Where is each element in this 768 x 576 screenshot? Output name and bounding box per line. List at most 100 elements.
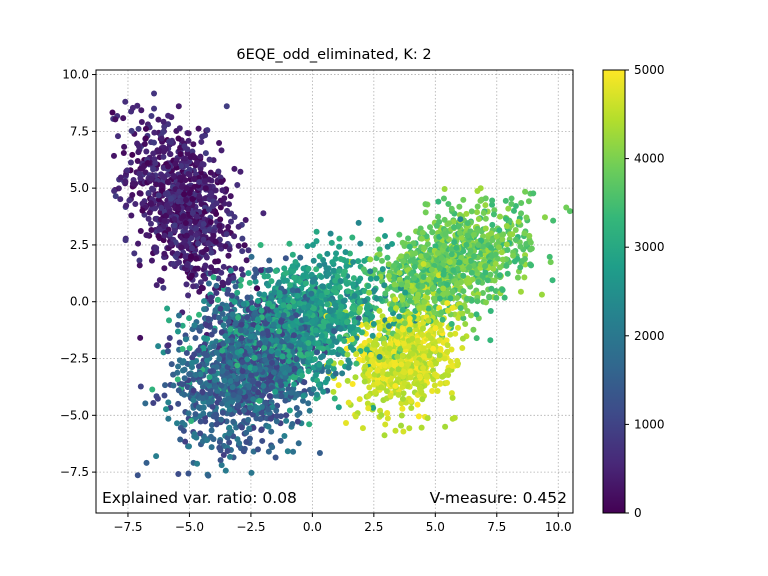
scatter-point: [384, 409, 391, 416]
scatter-point: [457, 216, 464, 223]
scatter-point: [282, 255, 289, 262]
scatter-point: [219, 279, 226, 286]
scatter-point: [302, 315, 309, 322]
scatter-point: [324, 289, 331, 296]
scatter-point: [215, 275, 222, 282]
scatter-point: [541, 214, 548, 221]
scatter-point: [195, 347, 202, 354]
scatter-point: [259, 330, 266, 337]
scatter-point: [171, 227, 178, 234]
scatter-point: [207, 390, 213, 397]
scatter-point: [154, 147, 161, 154]
scatter-point: [324, 376, 331, 383]
scatter-point: [311, 356, 318, 363]
scatter-point: [160, 153, 167, 160]
scatter-point: [149, 185, 156, 192]
scatter-point: [370, 341, 377, 348]
scatter-point: [238, 276, 245, 283]
scatter-point: [305, 265, 312, 272]
scatter-point: [512, 203, 519, 210]
scatter-point: [237, 327, 244, 334]
scatter-point: [205, 315, 212, 322]
scatter-point: [291, 365, 298, 372]
scatter-point: [165, 342, 172, 349]
scatter-point: [254, 297, 261, 304]
scatter-point: [459, 345, 466, 352]
scatter-point: [180, 358, 187, 365]
scatter-point: [269, 444, 276, 451]
scatter-point: [134, 158, 141, 164]
scatter-point: [177, 150, 184, 157]
scatter-point: [222, 467, 229, 474]
scatter-point: [232, 283, 239, 290]
scatter-point: [164, 305, 171, 312]
scatter-point: [299, 372, 306, 379]
scatter-point: [129, 104, 136, 111]
scatter-point: [111, 188, 118, 194]
scatter-point: [418, 389, 425, 396]
scatter-point: [213, 282, 220, 289]
scatter-point: [132, 200, 139, 207]
scatter-point: [208, 190, 215, 197]
scatter-point: [191, 322, 198, 329]
scatter-point: [166, 208, 173, 215]
scatter-point: [319, 352, 326, 359]
scatter-point: [436, 295, 443, 302]
scatter-point: [188, 272, 195, 279]
scatter-point: [187, 253, 194, 260]
scatter-point: [224, 401, 231, 408]
scatter-point: [187, 154, 194, 161]
scatter-point: [134, 472, 141, 479]
scatter-point: [266, 353, 273, 360]
scatter-point: [526, 232, 533, 239]
scatter-point: [251, 274, 258, 281]
scatter-point: [365, 282, 372, 289]
scatter-point: [450, 218, 457, 225]
scatter-point: [151, 129, 158, 136]
scatter-point: [331, 285, 338, 292]
scatter-point: [207, 219, 214, 226]
scatter-point: [303, 331, 310, 338]
scatter-point: [287, 282, 294, 289]
scatter-point: [178, 162, 185, 169]
scatter-point: [456, 230, 463, 237]
scatter-point: [302, 280, 309, 287]
scatter-point: [378, 412, 385, 419]
scatter-point: [129, 151, 136, 158]
scatter-point: [249, 411, 256, 418]
scatter-point: [226, 424, 233, 431]
scatter-point: [218, 382, 225, 389]
scatter-point: [423, 252, 430, 259]
scatter-point: [139, 165, 146, 172]
scatter-point: [406, 297, 413, 304]
scatter-point: [400, 428, 407, 435]
scatter-point: [306, 421, 313, 428]
scatter-point: [126, 197, 133, 204]
scatter-point: [309, 241, 316, 248]
scatter-point: [411, 275, 418, 282]
scatter-point: [376, 251, 383, 258]
scatter-point: [189, 245, 196, 252]
scatter-point: [175, 400, 182, 407]
scatter-point: [340, 271, 347, 278]
scatter-point: [150, 139, 157, 146]
scatter-point: [285, 297, 292, 304]
scatter-point: [391, 285, 398, 292]
scatter-point: [295, 440, 302, 447]
scatter-point: [396, 313, 403, 320]
scatter-point: [174, 420, 181, 427]
scatter-point: [257, 267, 264, 274]
scatter-point: [289, 251, 296, 258]
scatter-point: [185, 130, 192, 137]
scatter-point: [376, 323, 383, 330]
scatter-point: [217, 457, 224, 464]
scatter-point: [158, 204, 165, 211]
scatter-point: [381, 282, 388, 289]
scatter-point: [328, 239, 335, 246]
scatter-point: [456, 203, 463, 210]
scatter-point: [239, 235, 246, 242]
scatter-point: [367, 256, 374, 263]
scatter-point: [161, 250, 168, 257]
scatter-point: [359, 425, 366, 432]
scatter-point: [227, 193, 234, 200]
